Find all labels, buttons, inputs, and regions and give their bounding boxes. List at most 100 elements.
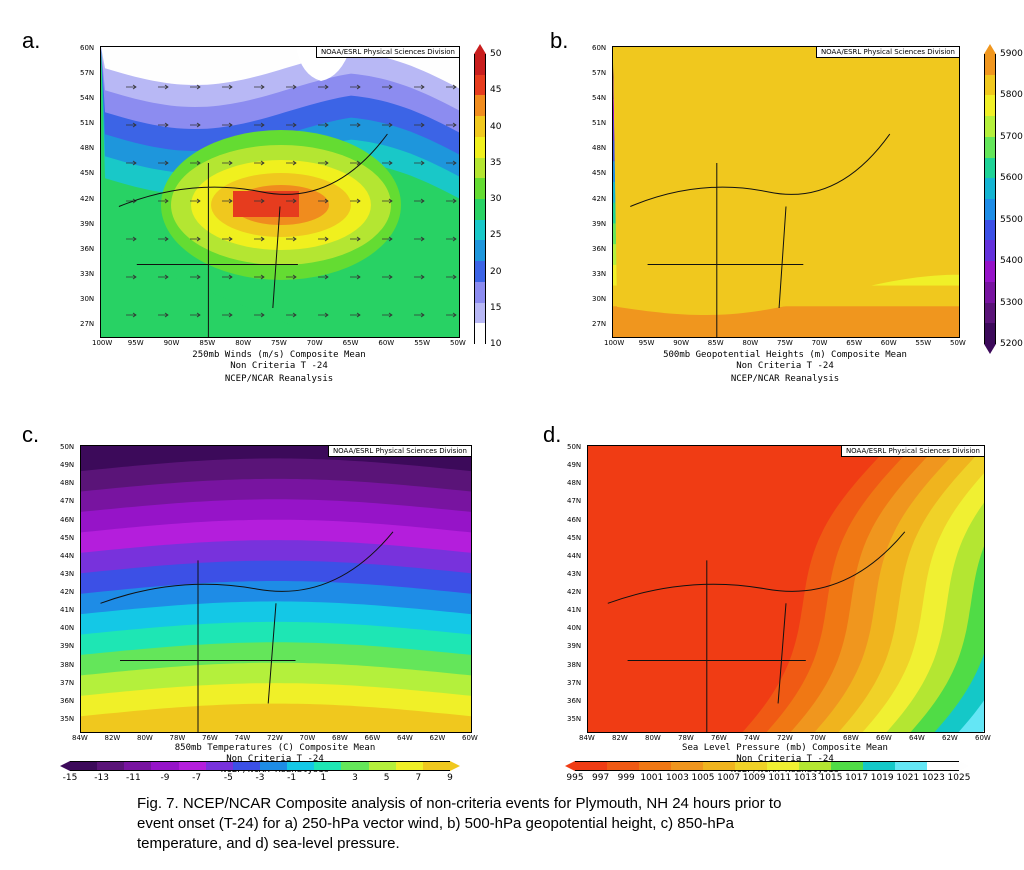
lat-tick-label: 40N — [567, 624, 582, 633]
colorbar-label: 1019 — [870, 773, 894, 783]
panel-c-colorbar — [60, 761, 460, 771]
colorbar-segment — [984, 302, 996, 324]
lat-tick-label: 50N — [60, 443, 75, 451]
wind-vector — [190, 198, 201, 204]
lon-tick-label: 70W — [810, 734, 826, 742]
panel-b-map: NOAA/ESRL Physical Sciences Division — [612, 46, 960, 338]
panel-a-letter: a. — [22, 28, 41, 53]
colorbar-label: 50 — [490, 49, 502, 59]
lat-tick-label: 36N — [592, 244, 607, 253]
lat-tick-label: 37N — [60, 678, 75, 687]
wind-vector — [158, 312, 169, 318]
wind-vector — [414, 236, 425, 242]
lon-tick-label: 60W — [462, 734, 478, 742]
lat-tick-label: 42N — [80, 194, 95, 203]
colorbar-label: 40 — [490, 121, 502, 132]
lon-tick-label: 55W — [414, 339, 431, 347]
colorbar-segment — [984, 116, 996, 137]
colorbar-segment — [984, 261, 996, 282]
wind-vector — [318, 236, 329, 242]
colorbar-label: 5300 — [1000, 297, 1023, 308]
lon-tick-label: 80W — [742, 339, 759, 347]
map-boundaries — [100, 531, 394, 732]
wind-vector — [414, 274, 425, 280]
colorbar-label: 7 — [415, 773, 422, 783]
map-boundaries — [630, 133, 891, 337]
lon-tick-label: 74W — [234, 734, 251, 742]
lon-tick-label: 100W — [604, 339, 625, 347]
colorbar-label: 1023 — [921, 773, 945, 783]
wind-vector — [158, 84, 169, 90]
wind-vector — [222, 122, 233, 128]
wind-vector — [190, 122, 201, 128]
colorbar-segment — [984, 54, 996, 75]
wind-vector — [350, 84, 361, 90]
lat-tick-label: 35N — [60, 715, 75, 723]
colorbar-segment — [395, 761, 423, 771]
contour-band — [910, 446, 984, 732]
colorbar-label: 35 — [490, 157, 502, 168]
colorbar-segment — [474, 281, 486, 303]
colorbar-label: 1009 — [742, 773, 766, 783]
lat-tick-label: 48N — [80, 144, 95, 153]
lat-tick-label: 39N — [80, 219, 95, 228]
wind-vector — [286, 274, 297, 280]
panel-a-caption-line-1: 250mb Winds (m/s) Composite Mean — [192, 350, 366, 360]
wind-vector — [158, 160, 169, 166]
colorbar-left-arrow — [60, 761, 70, 771]
lon-tick-label: 90W — [163, 339, 180, 347]
colorbar-segment — [984, 281, 996, 303]
lat-tick-label: 45N — [60, 533, 75, 542]
panel-b-field — [613, 47, 959, 337]
lon-tick-label: 62W — [429, 734, 446, 742]
lat-tick-label: 27N — [592, 320, 607, 328]
lon-tick-label: 68W — [332, 734, 348, 742]
lat-tick-label: 60N — [80, 44, 95, 52]
colorbar-segment — [474, 219, 486, 241]
colorbar-label: 1015 — [819, 773, 843, 783]
wind-vector — [446, 160, 457, 166]
wind-vector — [222, 160, 233, 166]
lat-tick-label: 49N — [60, 461, 75, 470]
colorbar-segment — [984, 219, 996, 241]
colorbar-segment — [767, 761, 799, 771]
panel-c-map: NOAA/ESRL Physical Sciences Division — [80, 445, 472, 733]
wind-vector — [158, 122, 169, 128]
colorbar-top-arrow — [474, 44, 486, 54]
lon-tick-label: 72W — [267, 734, 283, 742]
wind-vector — [350, 122, 361, 128]
wind-vector — [318, 122, 329, 128]
colorbar-segment — [178, 761, 206, 771]
panel-b-caption-line-3: NCEP/NCAR Reanalysis — [730, 374, 840, 384]
colorbar-segment — [671, 761, 703, 771]
colorbar-segment — [124, 761, 152, 771]
lat-tick-label: 42N — [567, 588, 582, 597]
lon-tick-label: 60W — [975, 734, 991, 742]
colorbar-label: 5 — [383, 773, 390, 783]
panel-b-caption-line-1: 500mb Geopotential Heights (m) Composite… — [663, 350, 907, 360]
colorbar-segment — [639, 761, 671, 771]
wind-vector — [382, 122, 393, 128]
wind-vector — [446, 236, 457, 242]
lat-tick-label: 54N — [80, 94, 95, 103]
jet-max-band — [233, 191, 299, 217]
colorbar-segment — [607, 761, 639, 771]
lon-tick-label: 95W — [127, 339, 144, 347]
panel-d-caption: Sea Level Pressure (mb) Composite Mean N… — [587, 743, 983, 776]
contour-band — [613, 47, 959, 315]
panel-b-colorbar — [984, 44, 996, 354]
map-boundaries — [607, 531, 906, 732]
lat-tick-label: 33N — [592, 269, 607, 278]
lon-tick-label: 70W — [306, 339, 323, 347]
wind-vector — [254, 160, 265, 166]
colorbar-segment — [341, 761, 369, 771]
wind-vector — [222, 274, 233, 280]
wind-vector — [126, 274, 137, 280]
lat-tick-label: 45N — [592, 169, 607, 178]
map-boundaries — [118, 133, 388, 337]
wind-vector — [286, 160, 297, 166]
colorbar-segment — [984, 240, 996, 262]
lon-tick-label: 80W — [137, 734, 153, 742]
panel-d-letter: d. — [543, 422, 562, 447]
lon-tick-label: 65W — [846, 339, 863, 347]
